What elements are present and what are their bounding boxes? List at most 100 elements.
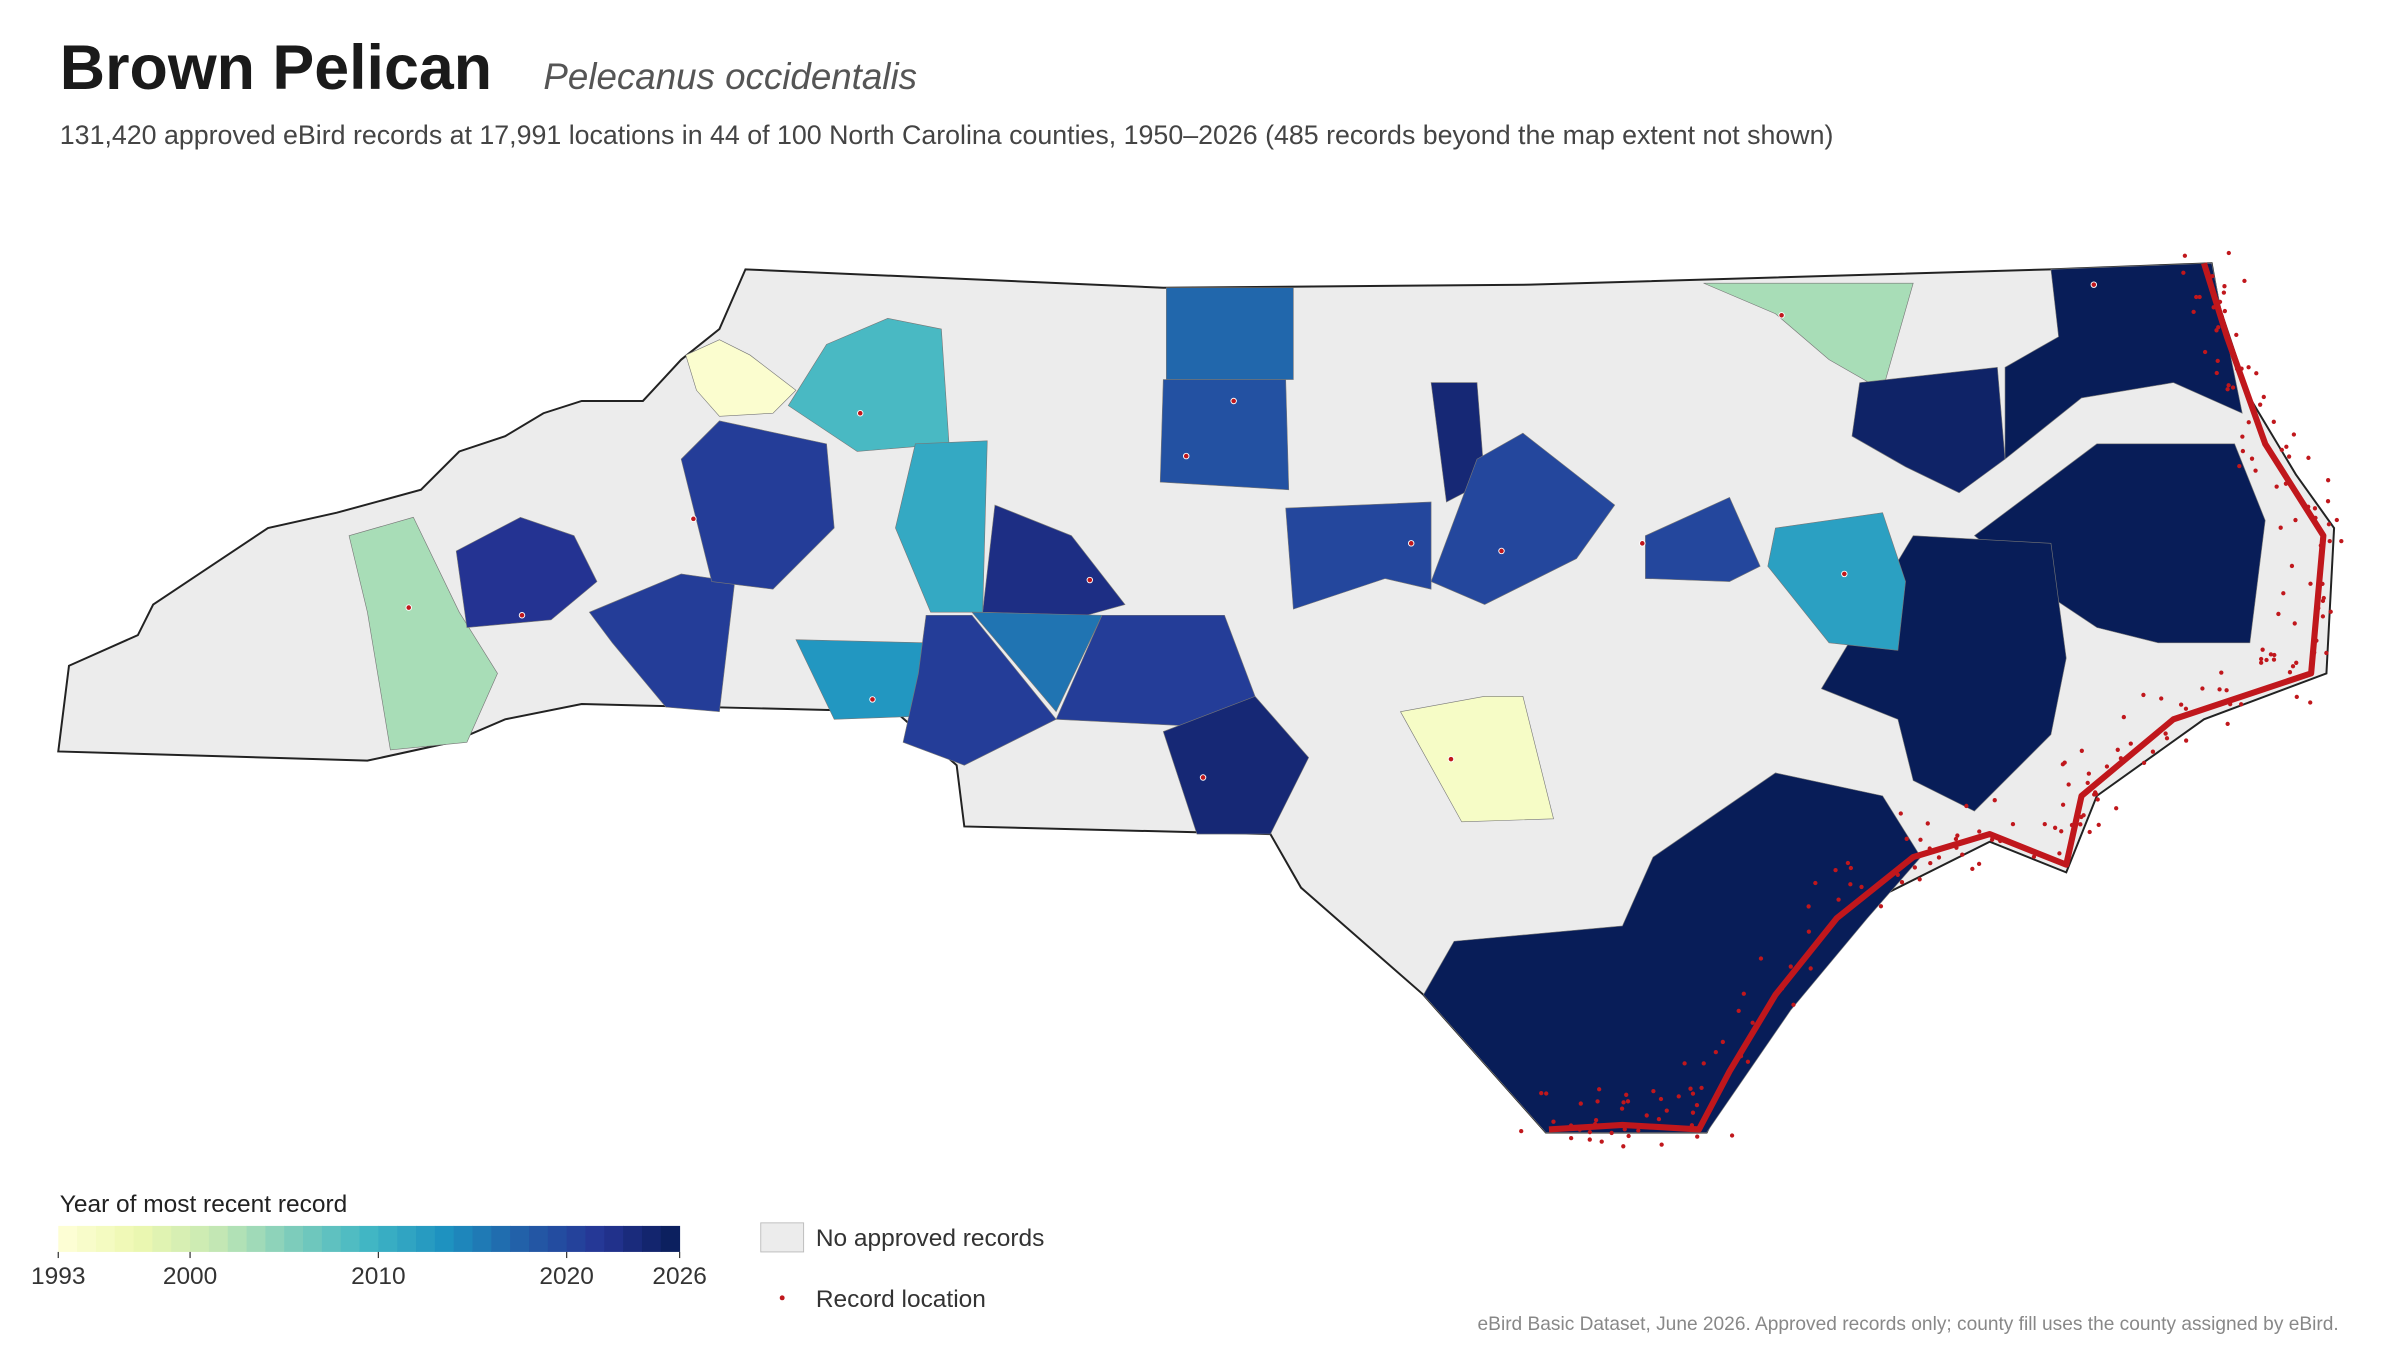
record-point [1808, 948, 1813, 954]
county [1400, 696, 1554, 823]
record-point [869, 696, 876, 703]
record-point [2254, 371, 2259, 376]
record-point [2181, 270, 2186, 275]
record-point [2320, 581, 2325, 586]
record-point [2059, 829, 2064, 834]
record-point [2291, 432, 2297, 437]
record-point [2217, 299, 2223, 305]
record-point [1998, 838, 2003, 844]
county [902, 614, 1057, 766]
record-point [2104, 764, 2110, 769]
record-point [1778, 312, 1785, 319]
record-point [2339, 538, 2344, 544]
colorbar-step [397, 1225, 417, 1252]
record-point [1658, 1096, 1664, 1102]
record-point [1664, 1108, 1669, 1113]
record-point [2215, 358, 2220, 363]
colorbar-step [566, 1225, 586, 1252]
record-point [2214, 328, 2219, 333]
colorbar-step [547, 1225, 568, 1252]
record-point [2290, 664, 2296, 669]
record-point [2182, 253, 2188, 258]
record-point [2326, 522, 2332, 527]
record-point [2312, 650, 2317, 655]
colorbar-step [660, 1225, 681, 1252]
record-point [1989, 837, 1995, 842]
record-point [2225, 721, 2230, 727]
record-point [1918, 837, 1923, 842]
colorbar-step [171, 1225, 191, 1252]
record-point [2225, 387, 2230, 392]
record-point [1659, 1142, 1664, 1147]
record-point [2306, 455, 2311, 460]
record-point [1676, 1094, 1681, 1099]
county [1166, 287, 1294, 380]
record-point [2234, 366, 2240, 371]
record-point [1519, 1128, 1524, 1134]
record-point [1086, 576, 1094, 584]
record-point [1183, 452, 1190, 460]
record-point [2308, 700, 2313, 705]
record-point [1720, 1039, 1725, 1045]
record-point [1806, 929, 1812, 934]
record-point [2281, 591, 2286, 596]
record-point [1954, 845, 1959, 850]
record-cluster [1548, 262, 2327, 1133]
record-point [2219, 670, 2224, 675]
record-point [2222, 308, 2227, 314]
county [982, 504, 1126, 616]
colorbar-step [265, 1225, 285, 1252]
record-point [1729, 1133, 1735, 1138]
county [1430, 432, 1616, 605]
county [1159, 379, 1290, 491]
colorbar-step [133, 1225, 153, 1252]
county [1851, 366, 2006, 494]
record-point [2184, 738, 2189, 743]
record-point [1750, 1020, 1755, 1025]
record-point [1609, 1130, 1614, 1136]
record-point [2237, 463, 2242, 469]
record-point [2164, 736, 2170, 741]
record-point [1636, 1128, 1641, 1133]
record-point [2062, 760, 2067, 765]
record-point [518, 612, 526, 619]
record-point [2191, 309, 2196, 315]
record-point [2292, 621, 2297, 626]
record-point [2316, 606, 2321, 611]
colorbar-tick-label: 2010 [351, 1263, 405, 1290]
record-point [1912, 865, 1917, 870]
record-point [2150, 749, 2156, 754]
record-point [2141, 692, 2146, 698]
record-point [2060, 802, 2066, 807]
record-point [1587, 1129, 1592, 1135]
record-point [1992, 798, 1997, 803]
colorbar-step [284, 1225, 304, 1252]
record-point [2308, 581, 2313, 586]
colorbar-step [77, 1225, 97, 1252]
record-point [2217, 687, 2222, 692]
record-point [1682, 1061, 1687, 1066]
record-point [2222, 284, 2227, 289]
record-point [1688, 1086, 1693, 1091]
record-point [2279, 447, 2284, 453]
record-point [1679, 1125, 1684, 1130]
colorbar-step [434, 1225, 455, 1252]
record-point [1551, 1119, 1556, 1124]
record-point [1595, 1099, 1600, 1104]
county [1645, 496, 1761, 582]
record-point [2239, 366, 2244, 371]
record-point [2260, 647, 2265, 652]
record-point [2240, 434, 2245, 439]
record-point [1736, 1008, 1741, 1014]
record-point [1498, 547, 1505, 555]
record-point [2052, 825, 2058, 830]
record-point [2242, 384, 2247, 390]
record-point [2271, 419, 2276, 424]
record-point [2200, 686, 2205, 691]
colorbar-step [529, 1225, 549, 1252]
record-point [2253, 468, 2258, 473]
record-point [2230, 385, 2236, 390]
county [971, 611, 1103, 713]
record-point [2276, 611, 2281, 617]
record-point [2313, 515, 2318, 521]
